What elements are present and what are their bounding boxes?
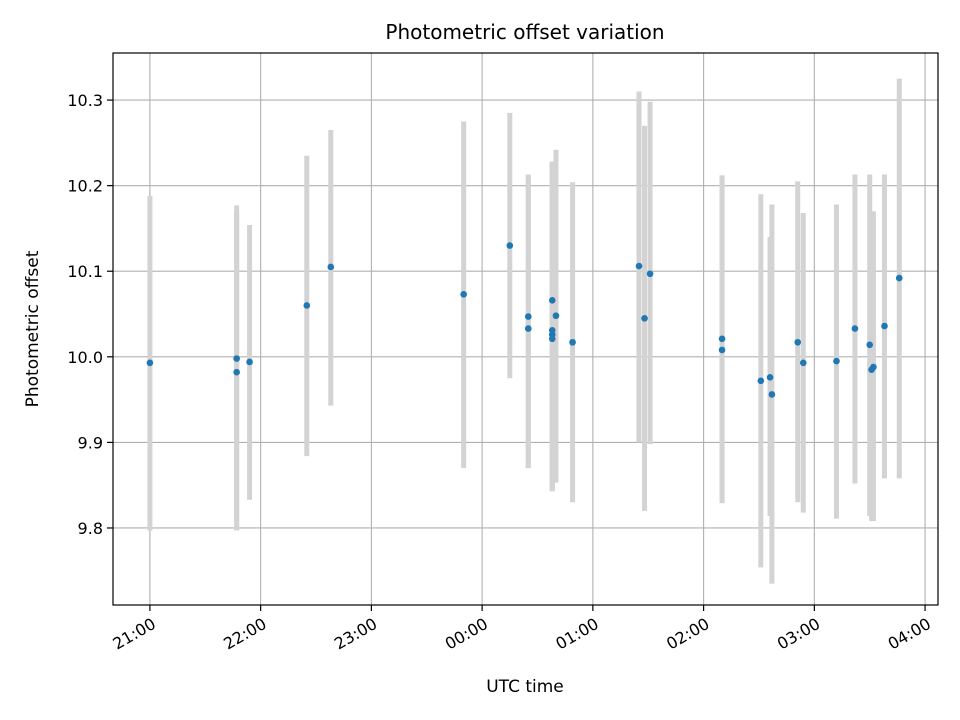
data-point — [233, 368, 240, 376]
data-point — [646, 270, 654, 278]
data-point — [327, 263, 335, 271]
data-point — [635, 262, 643, 270]
data-point — [552, 312, 560, 320]
data-point — [757, 377, 765, 385]
data-point — [303, 302, 311, 309]
y-tick-label: 10.0 — [67, 348, 103, 367]
data-point — [866, 341, 874, 349]
grid — [113, 53, 938, 605]
data-point — [870, 363, 877, 371]
y-axis: 9.8 9.9 10.0 10.1 10.2 10.3 — [67, 91, 113, 538]
plot-area-frame — [112, 52, 939, 606]
data-point — [833, 357, 840, 365]
data-point — [524, 325, 532, 332]
data-point — [768, 391, 776, 398]
data-point — [506, 242, 514, 249]
data-point — [766, 374, 774, 381]
data-point — [460, 291, 467, 298]
y-tick-label: 10.1 — [67, 262, 103, 281]
data-point — [718, 335, 726, 343]
data-point — [548, 297, 556, 304]
data-point — [246, 358, 253, 366]
data-point — [146, 359, 154, 367]
data-point — [799, 359, 807, 367]
data-point — [895, 274, 903, 282]
data-point — [718, 346, 726, 354]
data-point — [794, 338, 802, 346]
y-tick-label: 10.2 — [67, 177, 103, 196]
y-axis-label: Photometric offset — [23, 250, 43, 407]
data-point — [569, 338, 576, 346]
y-tick-label: 9.8 — [78, 519, 103, 538]
data-point — [233, 355, 240, 362]
data-point — [548, 335, 556, 343]
data-points — [146, 242, 903, 398]
data-point — [524, 313, 532, 320]
data-point — [641, 315, 648, 322]
x-axis-label: UTC time — [486, 677, 564, 697]
y-tick-label: 10.3 — [67, 91, 103, 110]
chart-title: Photometric offset variation — [385, 20, 664, 44]
y-tick-label: 9.9 — [78, 433, 103, 452]
data-point — [851, 325, 859, 332]
data-point — [881, 322, 888, 330]
